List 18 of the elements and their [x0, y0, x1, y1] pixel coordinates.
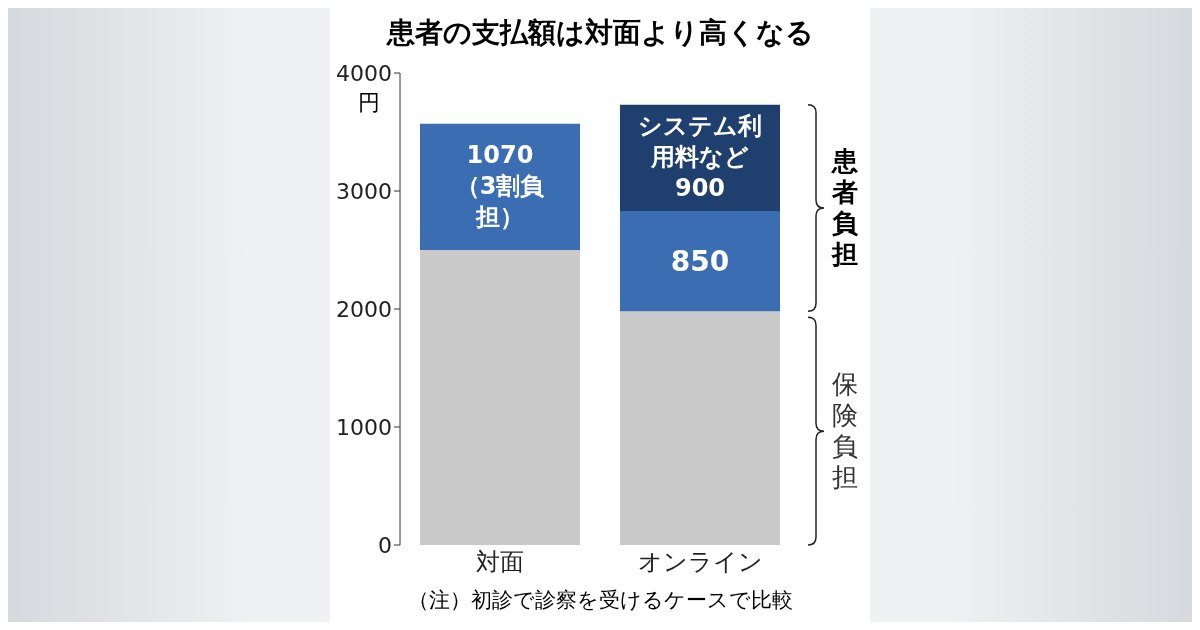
text: 保険負担: [831, 369, 859, 494]
x-tick-label: 対面: [476, 548, 524, 577]
y-tick-label: 2000: [336, 296, 392, 322]
data-label: システム利用料など 900: [637, 111, 763, 205]
y-tick-label: 0: [378, 532, 392, 558]
y-tick-label: 3000: [336, 178, 392, 204]
x-tick-label: オンライン: [637, 548, 763, 577]
y-axis-title: 円: [358, 89, 380, 117]
bar: [620, 311, 780, 545]
bar: [420, 250, 580, 545]
bar: [620, 211, 780, 312]
y-tick-label: 4000: [336, 60, 392, 86]
data-label: 850: [669, 244, 731, 278]
chart-title: 患者の支払額は対面より高くなる: [385, 15, 815, 51]
data-label: 1070 （3割負担）: [454, 140, 546, 234]
y-tick-label: 1000: [336, 414, 392, 440]
text: 患者負担: [830, 146, 859, 271]
text: （注）初診で診察を受けるケースで比較: [406, 587, 794, 614]
